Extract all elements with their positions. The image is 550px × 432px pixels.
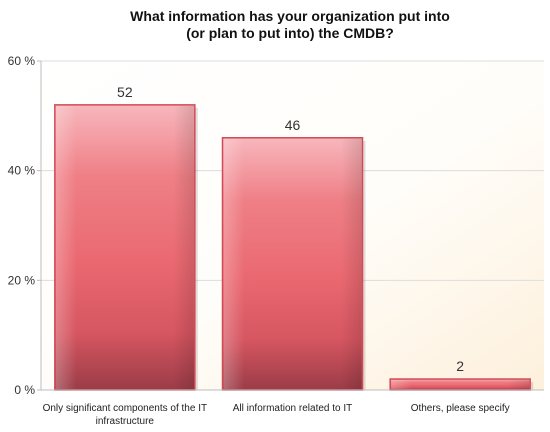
x-axis-category-labels: Only significant components of the IT inf…	[43, 403, 510, 427]
category-label: All information related to IT	[233, 403, 353, 414]
bar-shading	[223, 138, 362, 389]
bar-value-label: 46	[285, 117, 301, 133]
bars	[54, 104, 534, 391]
bar	[54, 104, 198, 391]
chart-title-line-2: (or plan to put into) the CMDB?	[186, 25, 394, 41]
category-label: Others, please specify	[411, 403, 510, 414]
bar-value-label: 2	[456, 358, 464, 374]
y-tick-label: 0 %	[14, 383, 35, 397]
y-tick-label: 40 %	[8, 164, 36, 178]
chart-title-line-1: What information has your organization p…	[130, 8, 450, 24]
y-tick-label: 60 %	[8, 54, 36, 68]
value-labels: 52 46 2	[117, 84, 464, 374]
category-label: Only significant components of the IT	[43, 403, 208, 414]
bar-shading	[55, 105, 194, 389]
y-axis-tick-labels: 0 % 20 % 40 % 60 %	[8, 54, 36, 397]
bar-value-label: 52	[117, 84, 133, 100]
bar-shading	[391, 380, 530, 389]
y-tick-label: 20 %	[8, 273, 36, 287]
chart-title: What information has your organization p…	[130, 8, 450, 41]
category-label: infrastructure	[96, 416, 155, 427]
bar	[389, 378, 534, 391]
bar	[221, 137, 366, 391]
